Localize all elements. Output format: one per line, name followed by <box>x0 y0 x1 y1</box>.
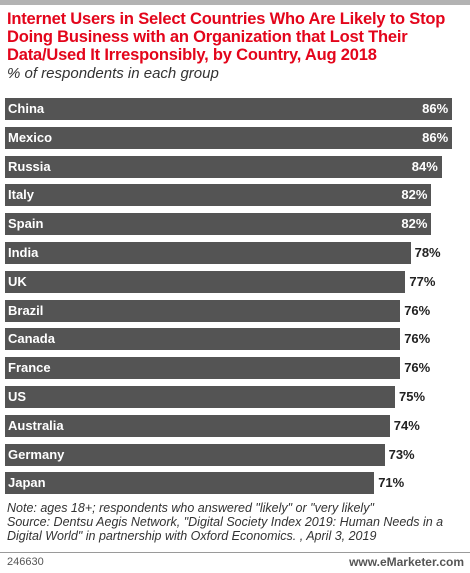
value-label: 75% <box>399 389 426 404</box>
category-label: Russia <box>8 158 51 174</box>
value-label: 76% <box>404 331 431 347</box>
category-label: Mexico <box>8 129 53 145</box>
note-text: Note: ages 18+; respondents who answered… <box>7 501 374 515</box>
bar-spain <box>5 213 432 236</box>
category-label: India <box>8 245 39 260</box>
chart-subtitle: % of respondents in each group <box>7 65 219 82</box>
bar-germany <box>5 443 385 466</box>
value-label: 86% <box>422 129 449 145</box>
brand-logo: www.eMarketer.com <box>349 555 464 569</box>
chart-id: 246630 <box>7 556 44 568</box>
value-label: 82% <box>401 187 428 203</box>
category-label: Brazil <box>8 302 44 318</box>
category-label: Canada <box>8 331 55 347</box>
bar-russia <box>5 155 442 178</box>
value-label: 74% <box>393 417 420 433</box>
bar-canada <box>5 328 401 351</box>
category-label: Spain <box>8 216 44 232</box>
category-label: UK <box>8 273 27 289</box>
value-label: 73% <box>388 446 415 462</box>
top-rule <box>0 0 470 5</box>
bar-italy <box>5 184 432 207</box>
bar-uk <box>5 270 406 293</box>
value-label: 71% <box>378 475 405 491</box>
bar-mexico <box>5 126 453 149</box>
category-label: Australia <box>8 417 64 433</box>
chart-title: Internet Users in Select Countries Who A… <box>7 10 446 64</box>
value-label: 76% <box>404 302 431 318</box>
category-label: Germany <box>8 446 65 462</box>
bar-india <box>5 242 411 264</box>
value-label: 84% <box>411 158 438 174</box>
category-label: France <box>8 360 51 376</box>
category-label: Italy <box>8 187 35 203</box>
bar-chart: China 86% Mexico 86% Russia 84% Italy 82% Spain 8… <box>0 92 470 502</box>
source-text: Source: Dentsu Aegis Network, "Digital S… <box>7 515 444 543</box>
chart-notes: Note: ages 18+; respondents who answered… <box>7 501 467 543</box>
value-label: 78% <box>414 245 441 260</box>
value-label: 77% <box>409 273 436 289</box>
bar-us <box>5 386 395 408</box>
category-label: US <box>8 389 27 404</box>
bar-australia <box>5 414 390 437</box>
footer-rule <box>0 552 470 553</box>
value-label: 86% <box>422 101 449 116</box>
category-label: Japan <box>8 475 46 491</box>
bar-japan <box>5 472 375 495</box>
value-label: 76% <box>404 360 431 376</box>
value-label: 82% <box>401 216 428 232</box>
bar-brazil <box>5 299 401 322</box>
bar-france <box>5 357 401 380</box>
category-label: China <box>8 101 45 116</box>
bar-china <box>5 98 453 120</box>
